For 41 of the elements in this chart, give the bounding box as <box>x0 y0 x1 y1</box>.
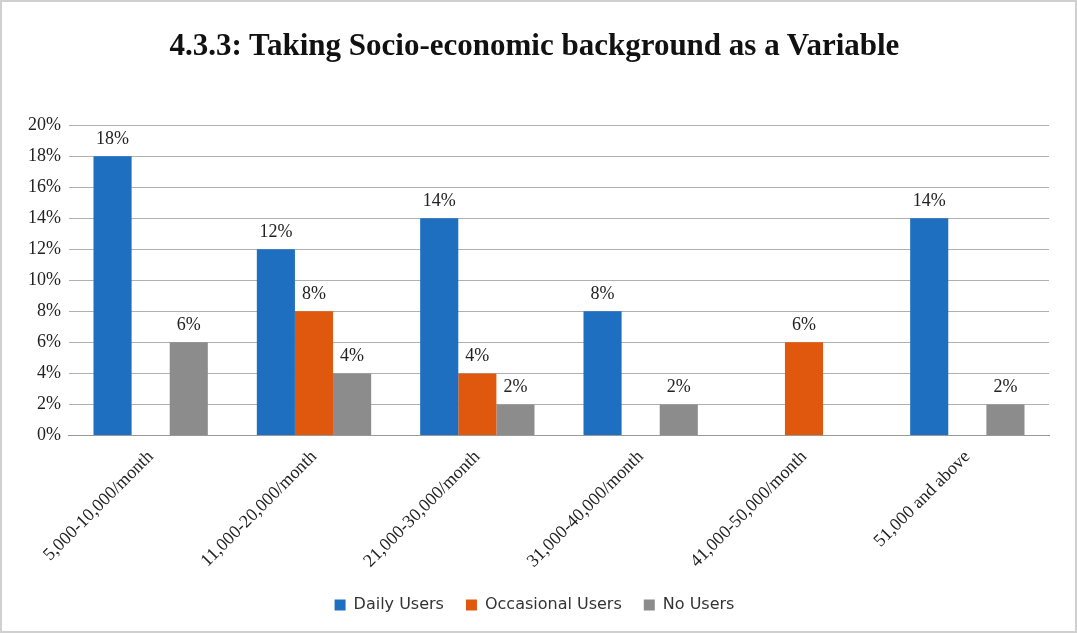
data-label: 12% <box>259 221 293 242</box>
data-label: 2% <box>993 376 1018 397</box>
bar <box>93 156 132 435</box>
bar <box>784 342 824 435</box>
data-label: 14% <box>422 190 456 210</box>
data-label: 2% <box>503 376 528 397</box>
data-label: 8% <box>302 283 326 304</box>
y-tick-label: 2% <box>36 393 61 414</box>
y-tick-label: 14% <box>27 207 61 227</box>
y-tick-label: 0% <box>36 424 61 445</box>
legend-label: Daily Users <box>353 594 444 614</box>
y-tick-label: 6% <box>36 331 61 352</box>
bar <box>496 404 535 435</box>
bar <box>294 311 334 435</box>
y-tick-label: 4% <box>36 362 61 383</box>
chart-title: 4.3.3: Taking Socio-economic background as a Variable <box>169 26 900 62</box>
y-tick-label: 16% <box>27 175 61 196</box>
y-tick-label: 10% <box>27 269 61 290</box>
y-tick-label: 20% <box>27 113 61 134</box>
bar <box>169 342 208 435</box>
bar <box>910 218 949 435</box>
data-label: 6% <box>792 314 816 335</box>
bar <box>659 404 698 435</box>
data-label: 8% <box>590 283 615 304</box>
data-label: 18% <box>96 127 130 148</box>
bar <box>420 218 459 435</box>
data-label: 6% <box>176 314 201 335</box>
data-label: 4% <box>340 345 365 366</box>
data-label: 14% <box>912 190 946 210</box>
bar <box>458 373 497 435</box>
y-tick-label: 12% <box>27 238 61 259</box>
bar <box>256 249 295 435</box>
bar <box>333 373 372 435</box>
data-label: 2% <box>666 376 691 397</box>
bar <box>986 404 1025 435</box>
legend-label: No Users <box>662 594 735 614</box>
legend-label: Occasional Users <box>484 594 622 614</box>
y-tick-label: 8% <box>36 300 61 321</box>
bar <box>583 311 622 435</box>
y-tick-label: 18% <box>27 144 61 165</box>
data-label: 4% <box>465 345 490 366</box>
